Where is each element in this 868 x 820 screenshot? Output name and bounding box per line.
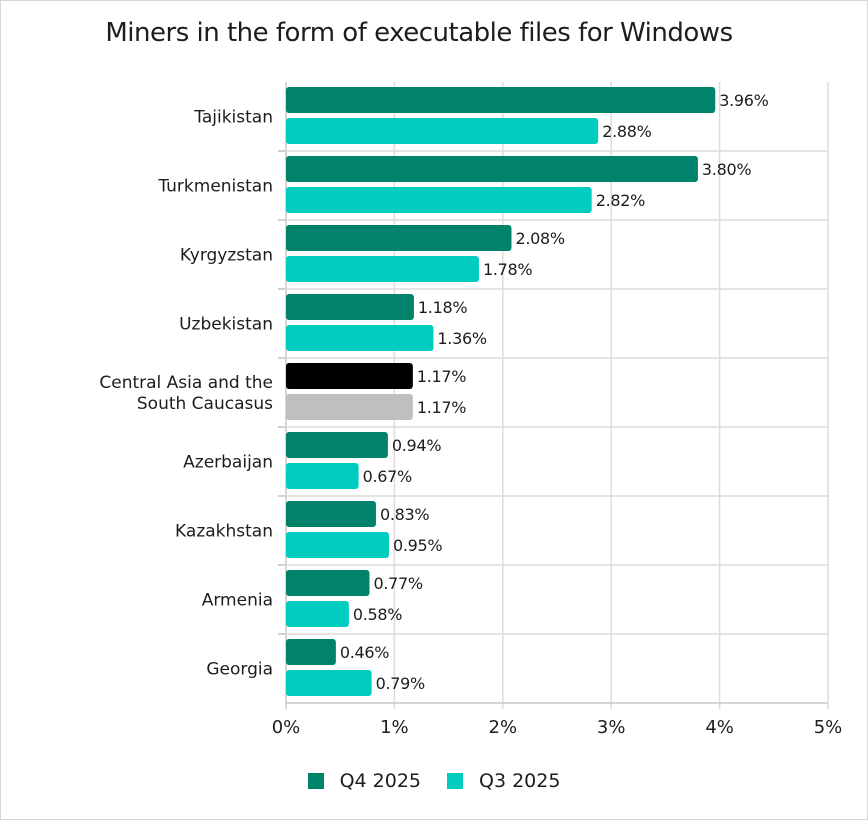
data-label: 2.82% [596, 191, 645, 210]
legend-label-q3: Q3 2025 [479, 770, 561, 792]
bar-q4 [286, 501, 376, 527]
legend-swatch-q4 [307, 773, 324, 789]
bar-q3 [286, 325, 434, 351]
data-label: 0.83% [380, 505, 429, 524]
data-label: 1.36% [437, 329, 486, 348]
legend-item-q4: Q4 2025 [307, 770, 421, 792]
data-label: 3.96% [719, 91, 768, 110]
data-label: 0.77% [373, 574, 422, 593]
x-tick-label: 0% [272, 717, 301, 738]
bar-q4 [286, 639, 336, 665]
data-label: 0.79% [376, 674, 425, 693]
legend-label-q4: Q4 2025 [339, 770, 421, 792]
bar-q3 [286, 670, 372, 696]
x-tick-label: 5% [814, 717, 843, 738]
legend-item-q3: Q3 2025 [447, 770, 560, 792]
bar-q4 [286, 294, 414, 320]
bar-q4 [286, 363, 413, 389]
x-tick-label: 1% [380, 717, 409, 738]
data-label: 1.78% [483, 260, 532, 279]
category-label: Turkmenistan [157, 177, 273, 197]
bar-q3 [286, 256, 479, 282]
category-label: Georgia [206, 660, 273, 680]
data-label: 2.08% [515, 229, 564, 248]
bar-q4 [286, 156, 698, 182]
category-label: Azerbaijan [183, 453, 273, 473]
category-label: Kyrgyzstan [180, 246, 273, 266]
bar-q3 [286, 601, 349, 627]
data-label: 2.88% [602, 122, 651, 141]
x-tick-label: 3% [597, 717, 626, 738]
legend-swatch-q3 [447, 773, 463, 789]
bar-q3 [286, 118, 599, 144]
data-label: 1.18% [418, 298, 467, 317]
data-label: 0.58% [353, 605, 402, 624]
data-label: 0.95% [393, 536, 442, 555]
data-label: 1.17% [417, 398, 466, 417]
category-label: Central Asia and the [99, 373, 273, 393]
x-tick-label: 4% [705, 717, 734, 738]
category-label: Uzbekistan [179, 315, 273, 335]
bar-q4 [286, 87, 716, 113]
legend: Q4 2025 Q3 2025 [0, 770, 868, 792]
category-label: South Caucasus [137, 394, 273, 414]
bar-q4 [286, 225, 512, 251]
chart-title: Miners in the form of executable files f… [105, 18, 733, 48]
data-label: 0.94% [392, 436, 441, 455]
data-label: 0.46% [340, 643, 389, 662]
data-label: 1.17% [417, 367, 466, 386]
bar-q4 [286, 570, 370, 596]
bar-q3 [286, 463, 359, 489]
category-label: Kazakhstan [175, 522, 273, 542]
category-label: Armenia [202, 591, 273, 611]
category-label: Tajikistan [193, 108, 273, 128]
data-label: 3.80% [702, 160, 751, 179]
bar-q3 [286, 187, 592, 213]
data-label: 0.67% [363, 467, 412, 486]
bar-q3 [286, 532, 389, 558]
x-tick-label: 2% [489, 717, 518, 738]
bar-q3 [286, 394, 413, 420]
bar-q4 [286, 432, 388, 458]
